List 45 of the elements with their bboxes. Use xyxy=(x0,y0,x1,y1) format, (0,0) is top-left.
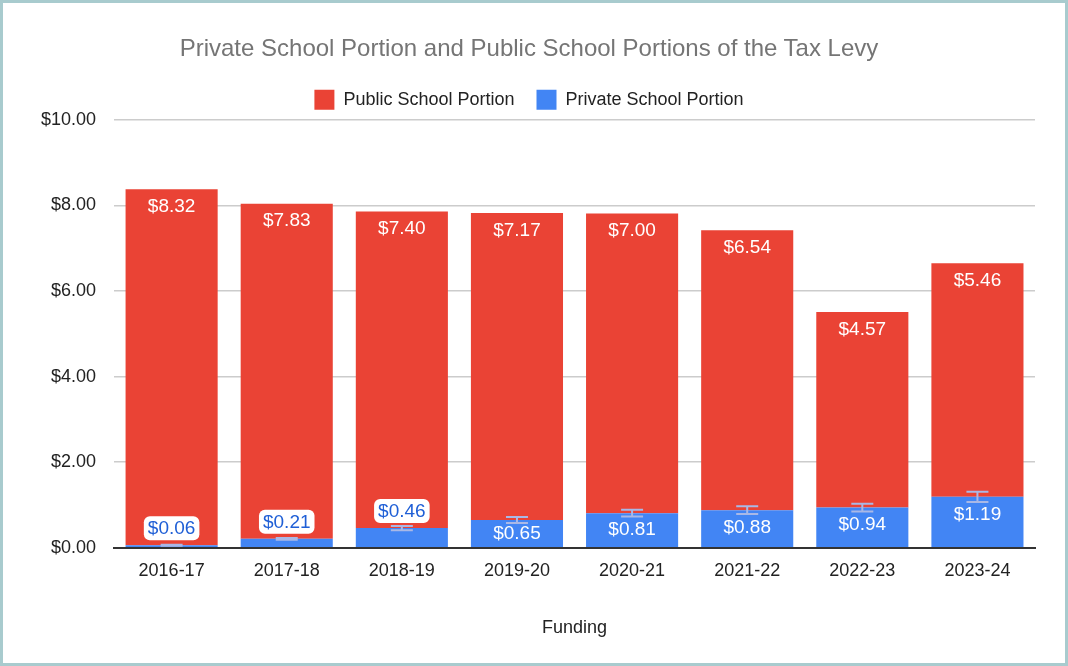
bar xyxy=(355,211,448,529)
y-tick-label: $8.00 xyxy=(51,194,97,215)
y-tick-label: $2.00 xyxy=(51,451,97,472)
data-label: $6.54 xyxy=(723,235,772,257)
bar xyxy=(240,203,333,539)
data-label: $7.83 xyxy=(262,209,311,231)
data-label: $0.65 xyxy=(493,521,541,543)
data-label: $4.57 xyxy=(838,317,887,339)
bar xyxy=(470,213,564,520)
bar xyxy=(816,311,909,508)
x-tick-label: 2020-21 xyxy=(599,559,666,580)
bar xyxy=(701,230,794,511)
y-tick-label: $4.00 xyxy=(51,365,97,386)
data-label: $0.81 xyxy=(608,518,656,540)
data-label: $0.46 xyxy=(378,499,426,521)
legend-label: Private School Portion xyxy=(565,88,744,109)
data-label: $0.94 xyxy=(838,513,887,535)
x-tick-label: 2016-17 xyxy=(138,559,205,580)
x-tick-label: 2022-23 xyxy=(829,559,896,580)
legend-label: Public School Portion xyxy=(343,88,515,109)
bar xyxy=(931,263,1024,497)
data-label: $5.46 xyxy=(953,268,1002,290)
data-label: $7.17 xyxy=(493,218,541,240)
y-tick-label: $10.00 xyxy=(40,108,97,129)
data-label: $8.32 xyxy=(147,194,196,216)
data-label: $7.40 xyxy=(378,217,426,239)
chart-title: Private School Portion and Public School Portions of the Tax Levy xyxy=(179,34,879,62)
y-tick-label: $0.00 xyxy=(51,536,97,557)
data-label: $0.88 xyxy=(723,515,771,537)
bar xyxy=(355,528,448,548)
y-tick-label: $6.00 xyxy=(51,279,97,300)
x-tick-label: 2017-18 xyxy=(253,559,320,580)
data-label: $0.06 xyxy=(147,516,196,538)
bar xyxy=(586,213,679,514)
bar xyxy=(240,538,333,548)
x-tick-label: 2021-22 xyxy=(714,559,781,580)
x-tick-label: 2018-19 xyxy=(368,559,435,580)
data-label: $7.00 xyxy=(608,219,656,241)
x-tick-label: 2023-24 xyxy=(944,559,1011,580)
data-label: $0.21 xyxy=(262,510,311,532)
bar xyxy=(931,496,1024,548)
bar xyxy=(125,189,218,546)
x-axis-title: Funding xyxy=(542,617,608,638)
x-tick-label: 2019-20 xyxy=(483,559,550,580)
data-label: $1.19 xyxy=(953,502,1002,524)
